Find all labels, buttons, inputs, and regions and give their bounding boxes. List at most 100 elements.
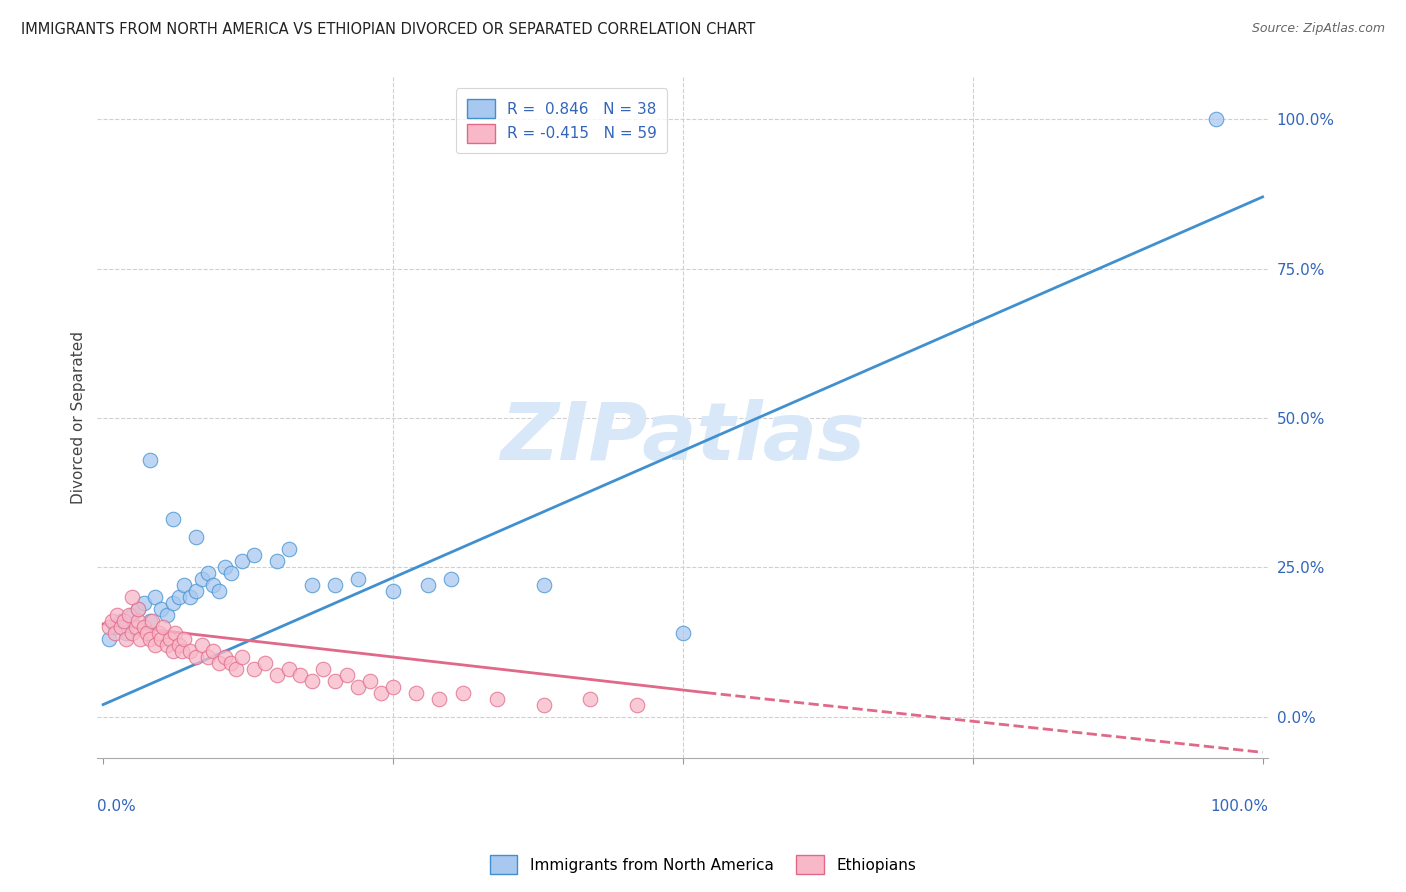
Point	[359, 673, 381, 688]
Point	[429, 691, 451, 706]
Point	[184, 530, 207, 544]
Point	[277, 542, 299, 557]
Point	[202, 644, 225, 658]
Point	[301, 673, 323, 688]
Text: ZIPatlas: ZIPatlas	[501, 400, 865, 477]
Point	[148, 626, 170, 640]
Point	[179, 590, 201, 604]
Point	[370, 686, 392, 700]
Point	[136, 626, 159, 640]
Point	[184, 649, 207, 664]
Point	[159, 632, 181, 646]
Point	[214, 560, 236, 574]
Point	[143, 590, 166, 604]
Point	[533, 578, 555, 592]
Point	[225, 662, 247, 676]
Point	[138, 452, 160, 467]
Point	[150, 602, 173, 616]
Point	[118, 607, 141, 622]
Point	[173, 632, 195, 646]
Point	[184, 584, 207, 599]
Point	[312, 662, 335, 676]
Point	[104, 620, 127, 634]
Point	[132, 620, 155, 634]
Point	[323, 673, 346, 688]
Point	[104, 626, 127, 640]
Point	[290, 667, 312, 681]
Point	[162, 512, 184, 526]
Point	[277, 662, 299, 676]
Point	[121, 626, 143, 640]
Point	[382, 680, 405, 694]
Point	[208, 656, 231, 670]
Point	[110, 614, 132, 628]
Point	[124, 620, 146, 634]
Legend: R =  0.846   N = 38, R = -0.415   N = 59: R = 0.846 N = 38, R = -0.415 N = 59	[457, 88, 668, 153]
Point	[156, 638, 179, 652]
Point	[579, 691, 602, 706]
Point	[173, 578, 195, 592]
Point	[231, 554, 253, 568]
Point	[208, 584, 231, 599]
Point	[382, 584, 405, 599]
Point	[347, 680, 370, 694]
Point	[451, 686, 474, 700]
Point	[110, 620, 132, 634]
Point	[254, 656, 277, 670]
Point	[112, 614, 135, 628]
Point	[231, 649, 253, 664]
Point	[143, 638, 166, 652]
Point	[1205, 112, 1227, 127]
Point	[162, 644, 184, 658]
Point	[121, 607, 143, 622]
Point	[197, 566, 219, 581]
Point	[162, 596, 184, 610]
Point	[219, 656, 242, 670]
Text: 100.0%: 100.0%	[1211, 799, 1268, 814]
Point	[97, 620, 120, 634]
Point	[486, 691, 509, 706]
Point	[266, 554, 288, 568]
Point	[167, 638, 190, 652]
Point	[152, 620, 174, 634]
Point	[129, 632, 152, 646]
Point	[190, 638, 212, 652]
Point	[266, 667, 288, 681]
Point	[127, 614, 149, 628]
Point	[101, 614, 124, 628]
Point	[127, 602, 149, 616]
Point	[405, 686, 427, 700]
Point	[163, 626, 186, 640]
Point	[301, 578, 323, 592]
Point	[243, 549, 266, 563]
Point	[440, 572, 463, 586]
Text: Source: ZipAtlas.com: Source: ZipAtlas.com	[1251, 22, 1385, 36]
Legend: Immigrants from North America, Ethiopians: Immigrants from North America, Ethiopian…	[484, 849, 922, 880]
Point	[115, 626, 138, 640]
Point	[138, 614, 160, 628]
Point	[170, 644, 193, 658]
Text: IMMIGRANTS FROM NORTH AMERICA VS ETHIOPIAN DIVORCED OR SEPARATED CORRELATION CHA: IMMIGRANTS FROM NORTH AMERICA VS ETHIOPI…	[21, 22, 755, 37]
Point	[672, 626, 695, 640]
Point	[156, 607, 179, 622]
Point	[336, 667, 359, 681]
Y-axis label: Divorced or Separated: Divorced or Separated	[72, 332, 86, 504]
Point	[190, 572, 212, 586]
Point	[132, 596, 155, 610]
Point	[105, 607, 128, 622]
Point	[197, 649, 219, 664]
Point	[219, 566, 242, 581]
Point	[141, 614, 163, 628]
Point	[323, 578, 346, 592]
Point	[127, 602, 149, 616]
Point	[179, 644, 201, 658]
Point	[121, 590, 143, 604]
Point	[150, 632, 173, 646]
Text: 0.0%: 0.0%	[97, 799, 136, 814]
Point	[138, 632, 160, 646]
Point	[416, 578, 439, 592]
Point	[347, 572, 370, 586]
Point	[533, 698, 555, 712]
Point	[167, 590, 190, 604]
Point	[202, 578, 225, 592]
